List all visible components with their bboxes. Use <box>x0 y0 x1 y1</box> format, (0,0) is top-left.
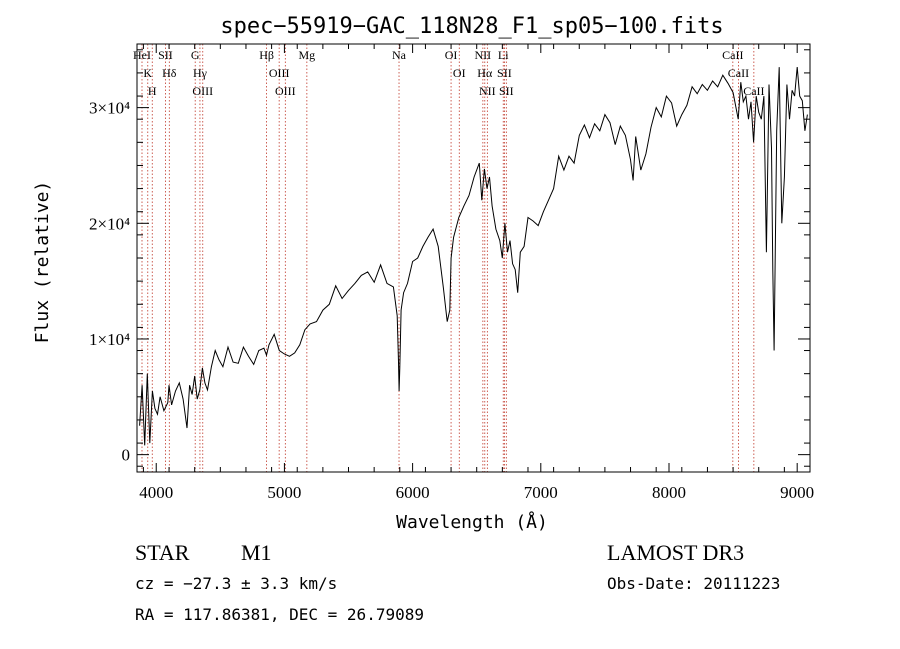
line-marker-label: SII <box>499 84 514 98</box>
survey-label: LAMOST DR3 <box>607 540 744 565</box>
line-marker-label: CaII <box>728 66 749 80</box>
line-marker-label: NII <box>475 48 492 62</box>
y-axis-label: Flux (relative) <box>32 181 53 344</box>
plot-frame <box>136 43 811 473</box>
x-tick-label: 4000 <box>139 483 173 502</box>
x-tick-label: 9000 <box>780 483 814 502</box>
line-marker-label: K <box>143 66 152 80</box>
x-axis: 4000 5000 6000 7000 8000 9000 <box>139 44 814 502</box>
line-marker-label: OI <box>445 48 458 62</box>
line-marker-label: G <box>191 48 200 62</box>
x-tick-label: 7000 <box>524 483 558 502</box>
y-tick-label: 3×10⁴ <box>89 99 130 118</box>
line-marker-label: CaII <box>743 84 764 98</box>
line-marker-label: Hγ <box>193 66 208 80</box>
line-marker-label: OIII <box>269 66 290 80</box>
x-tick-label: 8000 <box>652 483 686 502</box>
x-tick-label: 6000 <box>396 483 430 502</box>
line-marker-label: H <box>148 84 157 98</box>
line-markers <box>141 44 755 472</box>
line-marker-label: Hδ <box>162 66 177 80</box>
x-tick-label: 5000 <box>267 483 301 502</box>
line-marker-label: SII <box>158 48 173 62</box>
obs-date-line: Obs-Date: 20111223 <box>607 574 780 593</box>
line-marker-label: Na <box>392 48 407 62</box>
object-class: STAR <box>135 540 190 565</box>
line-marker-label: SII <box>497 66 512 80</box>
chart-title: spec−55919−GAC_118N28_F1_sp05−100.fits <box>220 14 723 39</box>
line-marker-label: CaII <box>722 48 743 62</box>
object-subclass: M1 <box>241 540 272 565</box>
line-marker-label: OI <box>453 66 466 80</box>
line-marker-label: OIII <box>192 84 213 98</box>
y-tick-label: 2×10⁴ <box>89 214 130 233</box>
line-marker-label: Hβ <box>259 48 274 62</box>
line-marker-label: Li <box>498 48 509 62</box>
spectrum-line <box>139 67 808 446</box>
y-tick-label: 1×10⁴ <box>89 330 130 349</box>
line-marker-label: Hα <box>477 66 493 80</box>
coords-line: RA = 117.86381, DEC = 26.79089 <box>135 605 424 624</box>
line-marker-label: NII <box>479 84 496 98</box>
y-axis: 0 1×10⁴ 2×10⁴ 3×10⁴ <box>89 49 810 467</box>
line-marker-label: Mg <box>299 48 316 62</box>
x-axis-label: Wavelength (Å) <box>396 511 548 533</box>
line-marker-label: OIII <box>275 84 296 98</box>
y-tick-label: 0 <box>122 446 131 465</box>
redshift-line: cz = −27.3 ± 3.3 km/s <box>135 574 337 593</box>
